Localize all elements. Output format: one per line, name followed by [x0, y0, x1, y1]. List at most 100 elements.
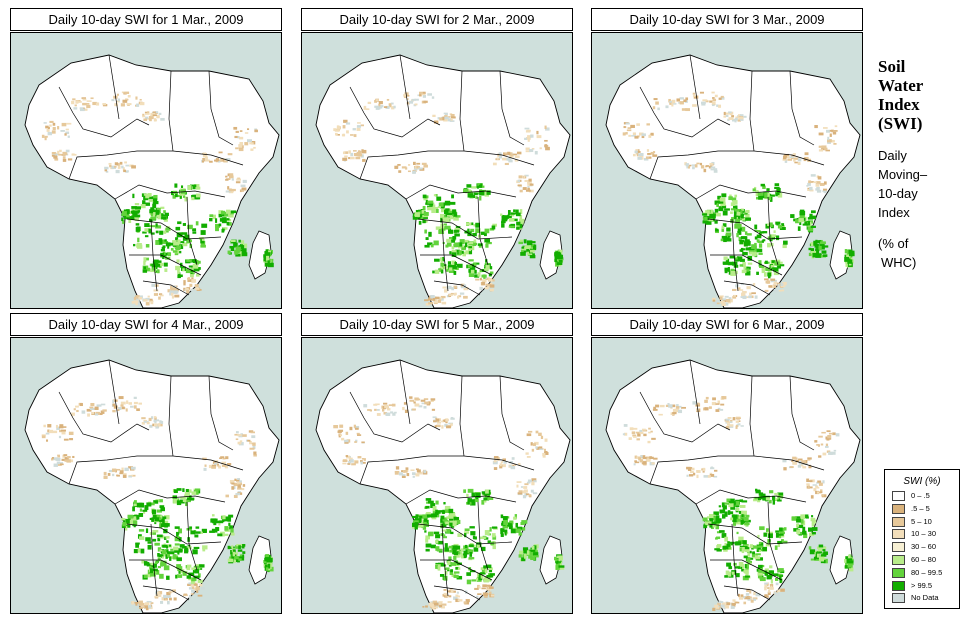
wet-soil-patch	[730, 505, 735, 510]
wet-soil-patch	[435, 546, 440, 551]
legend-swatch	[892, 593, 905, 604]
dry-soil-patch	[149, 117, 152, 122]
dry-soil-patch	[633, 463, 636, 466]
wet-soil-patch	[817, 546, 821, 549]
wet-soil-patch	[152, 261, 157, 266]
wet-soil-patch	[222, 227, 228, 230]
dry-soil-patch	[202, 158, 208, 162]
wet-soil-patch	[767, 243, 771, 248]
dry-soil-patch	[476, 595, 479, 598]
wet-soil-patch	[485, 264, 490, 270]
wet-soil-patch	[181, 232, 188, 235]
wet-soil-patch	[186, 528, 192, 531]
wet-soil-patch	[810, 517, 816, 522]
dry-soil-patch	[197, 594, 203, 597]
wet-soil-patch	[177, 221, 182, 225]
dry-soil-patch	[355, 439, 358, 443]
description-line: Index	[878, 205, 910, 220]
wet-soil-patch	[165, 536, 170, 539]
wet-soil-patch	[144, 228, 150, 233]
dry-soil-patch	[406, 98, 410, 100]
wet-soil-patch	[469, 526, 475, 529]
wet-soil-patch	[160, 252, 165, 256]
wet-soil-patch	[430, 544, 436, 549]
wet-soil-patch	[815, 552, 820, 555]
wet-soil-patch	[759, 231, 765, 234]
dry-soil-patch	[781, 281, 787, 286]
dry-soil-patch	[450, 116, 456, 119]
dry-soil-patch	[696, 474, 699, 479]
wet-soil-patch	[754, 496, 759, 500]
country-border	[689, 359, 701, 425]
wet-soil-patch	[180, 496, 186, 500]
dry-soil-patch	[672, 409, 677, 413]
wet-soil-patch	[779, 579, 782, 584]
dry-soil-patch	[237, 441, 242, 445]
wet-soil-patch	[141, 560, 145, 564]
dry-soil-patch	[240, 190, 245, 192]
wet-soil-patch	[770, 194, 775, 197]
wet-soil-patch	[489, 271, 494, 275]
dry-soil-patch	[395, 466, 400, 470]
wet-soil-patch	[182, 268, 185, 272]
dry-soil-patch	[720, 408, 724, 411]
wet-soil-patch	[173, 498, 178, 504]
dry-soil-patch	[133, 296, 137, 300]
country-border	[789, 375, 815, 451]
dry-soil-patch	[784, 153, 790, 156]
dry-soil-patch	[345, 431, 349, 435]
africa-map	[301, 32, 573, 309]
dry-soil-patch	[203, 467, 207, 471]
wet-soil-patch	[523, 553, 527, 559]
wet-soil-patch	[448, 514, 454, 519]
dry-soil-patch	[651, 462, 655, 465]
dry-soil-patch	[348, 157, 351, 160]
dry-soil-patch	[436, 424, 441, 428]
dry-soil-patch	[234, 135, 238, 139]
dry-soil-patch	[441, 425, 444, 429]
country-border	[459, 375, 465, 457]
dry-soil-patch	[211, 466, 216, 469]
dry-soil-patch	[685, 163, 689, 167]
dry-soil-patch	[681, 108, 687, 111]
dry-soil-patch	[669, 100, 674, 104]
wet-soil-patch	[452, 209, 457, 215]
dry-soil-patch	[675, 406, 680, 409]
dry-soil-patch	[64, 457, 69, 460]
dry-soil-patch	[806, 478, 810, 483]
dry-soil-patch	[131, 466, 136, 470]
dry-soil-patch	[500, 461, 503, 464]
wet-soil-patch	[189, 497, 195, 500]
wet-soil-patch	[765, 543, 771, 547]
dry-soil-patch	[450, 113, 455, 117]
dry-soil-patch	[421, 402, 427, 405]
dry-soil-patch	[687, 165, 691, 169]
dry-soil-patch	[104, 169, 108, 172]
dry-soil-patch	[447, 116, 451, 118]
wet-soil-patch	[444, 508, 450, 513]
dry-soil-patch	[778, 289, 783, 292]
wet-soil-patch	[504, 531, 507, 536]
dry-soil-patch	[153, 419, 157, 423]
dry-soil-patch	[423, 295, 428, 298]
wet-soil-patch	[758, 252, 763, 255]
wet-soil-patch	[746, 557, 751, 562]
dry-soil-patch	[527, 135, 532, 139]
dry-soil-patch	[375, 403, 380, 406]
dry-soil-patch	[711, 104, 715, 107]
dry-soil-patch	[525, 147, 530, 150]
dry-soil-patch	[61, 426, 67, 428]
wet-soil-patch	[468, 246, 472, 249]
dry-soil-patch	[496, 157, 499, 160]
wet-soil-patch	[151, 509, 157, 515]
wet-soil-patch	[724, 270, 728, 274]
wet-soil-patch	[423, 211, 429, 216]
wet-soil-patch	[467, 193, 474, 198]
wet-soil-patch	[739, 258, 745, 262]
wet-soil-patch	[140, 548, 145, 554]
dry-soil-patch	[442, 116, 445, 121]
wet-soil-patch	[142, 509, 148, 512]
dry-soil-patch	[377, 409, 380, 411]
dry-soil-patch	[348, 460, 352, 464]
dry-soil-patch	[545, 127, 550, 131]
